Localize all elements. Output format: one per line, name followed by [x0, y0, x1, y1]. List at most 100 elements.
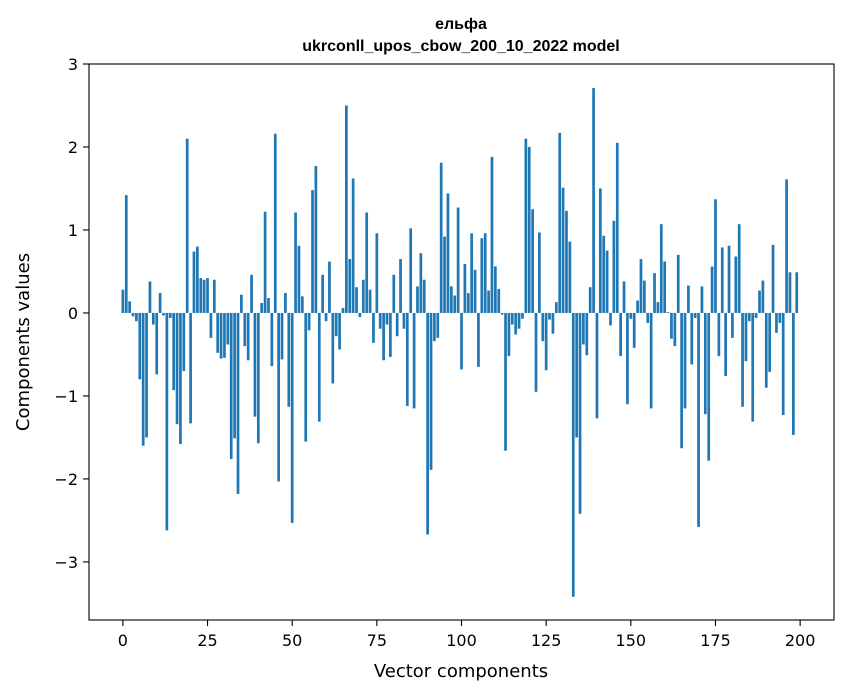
bar — [697, 312, 700, 528]
bar — [717, 312, 721, 357]
bar — [676, 254, 680, 313]
bar — [477, 312, 480, 367]
bar — [348, 259, 352, 313]
bar — [345, 105, 348, 313]
bar — [734, 256, 738, 313]
x-tick-label: 75 — [367, 631, 387, 650]
bar — [470, 233, 474, 313]
bar — [267, 298, 270, 313]
bar — [368, 289, 372, 313]
bar — [226, 312, 230, 345]
y-tick-label: 3 — [68, 55, 78, 74]
bar — [619, 312, 623, 357]
bar — [568, 241, 572, 313]
bar — [202, 279, 206, 313]
bar — [287, 312, 291, 407]
bar — [300, 296, 304, 313]
bar — [361, 279, 365, 313]
bar — [534, 312, 538, 392]
bar — [636, 300, 639, 313]
bar — [321, 274, 325, 313]
bar — [182, 312, 186, 372]
bar — [250, 274, 253, 313]
bar — [778, 312, 782, 323]
bar — [307, 312, 311, 331]
bar — [703, 312, 707, 415]
bar — [192, 251, 196, 313]
bar — [138, 312, 142, 380]
bar — [622, 281, 626, 313]
bar — [158, 293, 162, 313]
bar — [460, 312, 463, 370]
bar — [365, 212, 369, 313]
bar — [399, 259, 402, 313]
bar — [229, 312, 233, 460]
bar — [433, 312, 436, 342]
bar — [219, 312, 223, 359]
bar — [500, 312, 504, 315]
bar — [121, 289, 125, 313]
bar — [317, 312, 321, 422]
bar — [436, 312, 440, 338]
bar — [263, 211, 267, 313]
bar — [747, 312, 751, 322]
bar — [385, 312, 389, 325]
bar — [405, 312, 409, 406]
y-tick-label: −3 — [54, 553, 78, 572]
bar — [700, 286, 704, 313]
bar — [351, 178, 355, 313]
bar — [395, 312, 399, 337]
bar — [419, 253, 423, 313]
bar — [375, 233, 379, 313]
bar — [588, 287, 592, 313]
bar — [270, 312, 274, 367]
bar — [741, 312, 744, 407]
bar — [737, 224, 741, 313]
bar — [680, 312, 683, 449]
bar — [328, 261, 331, 313]
bar — [656, 302, 660, 313]
bar — [670, 312, 673, 339]
bar — [602, 235, 606, 313]
bar — [422, 279, 426, 313]
bar — [168, 312, 172, 318]
bar — [646, 312, 650, 323]
bar — [561, 187, 565, 313]
bar — [456, 207, 460, 313]
bar — [151, 312, 155, 325]
bar — [382, 312, 385, 361]
y-tick-label: −2 — [54, 470, 78, 489]
bar — [429, 312, 433, 470]
bar — [175, 312, 179, 425]
bar — [751, 312, 755, 422]
bar — [233, 312, 236, 439]
bar — [389, 312, 392, 357]
y-tick-label: −1 — [54, 387, 78, 406]
bar — [649, 312, 653, 409]
bar — [392, 274, 396, 313]
bar — [473, 269, 477, 313]
bar — [639, 259, 643, 313]
bar — [663, 261, 667, 313]
bar — [571, 312, 575, 597]
bar — [554, 302, 558, 313]
bar — [541, 312, 545, 342]
bar — [240, 294, 243, 313]
bar — [595, 312, 599, 419]
bar — [243, 312, 247, 347]
bar — [707, 312, 711, 461]
y-axis-ticks: 3 2 1 0 −1 −2 −3 — [54, 55, 89, 572]
bar — [311, 190, 314, 313]
bars-group — [121, 88, 799, 597]
bar — [629, 312, 633, 319]
bar — [510, 312, 514, 325]
bar — [727, 245, 731, 313]
bar — [256, 312, 260, 444]
bar — [497, 288, 501, 313]
bar — [792, 312, 795, 435]
bar — [666, 312, 670, 313]
bar — [162, 312, 165, 316]
bar — [582, 312, 585, 345]
bar — [141, 312, 145, 446]
bar — [490, 156, 494, 313]
